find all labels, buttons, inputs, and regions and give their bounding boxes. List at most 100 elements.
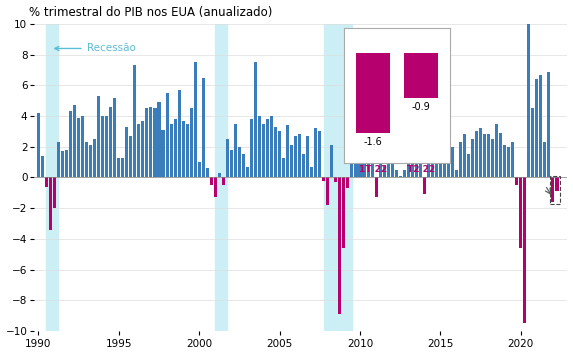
Bar (455, 170, 458, 178)
Bar (101, 116, 104, 178)
Bar (306, 136, 309, 178)
Bar (527, 0, 531, 178)
Bar (427, 107, 430, 178)
Bar (555, 178, 559, 191)
Bar (158, 102, 160, 178)
Bar (324, 24, 352, 331)
Bar (266, 119, 269, 178)
Bar (331, 145, 333, 178)
Bar (242, 154, 245, 178)
Bar (57, 142, 60, 178)
Bar (547, 71, 551, 178)
Bar (113, 98, 116, 178)
Bar (254, 62, 257, 178)
Bar (391, 142, 394, 178)
Bar (356, 53, 390, 133)
Bar (419, 142, 422, 178)
Bar (551, 178, 555, 202)
Bar (471, 139, 474, 178)
Bar (507, 147, 511, 178)
Bar (347, 178, 350, 188)
Bar (170, 124, 172, 178)
Bar (326, 178, 329, 205)
Bar (150, 107, 152, 178)
Bar (182, 121, 185, 178)
Bar (404, 53, 438, 98)
Bar (439, 131, 442, 178)
Bar (37, 113, 40, 178)
Bar (218, 173, 221, 178)
Bar (45, 178, 48, 187)
Bar (262, 124, 265, 178)
Bar (343, 178, 346, 248)
Bar (194, 62, 197, 178)
Bar (483, 135, 486, 178)
Bar (531, 108, 535, 178)
Bar (447, 142, 450, 178)
Bar (129, 136, 132, 178)
Bar (65, 150, 68, 178)
Bar (46, 24, 58, 331)
Bar (351, 151, 354, 178)
Bar (41, 156, 44, 178)
Text: -1.6: -1.6 (363, 137, 382, 147)
Bar (491, 139, 494, 178)
Bar (290, 145, 293, 178)
Bar (61, 151, 64, 178)
Bar (109, 107, 112, 178)
Bar (411, 108, 414, 178)
Bar (383, 165, 386, 178)
Bar (81, 116, 84, 178)
Bar (379, 129, 382, 178)
Bar (286, 125, 289, 178)
Bar (363, 119, 366, 178)
Bar (543, 142, 547, 178)
Bar (399, 176, 402, 178)
Bar (479, 129, 482, 178)
Bar (206, 168, 209, 178)
Bar (73, 105, 76, 178)
Bar (314, 129, 317, 178)
Bar (499, 133, 503, 178)
Bar (85, 142, 88, 178)
Bar (258, 116, 261, 178)
Bar (69, 111, 72, 178)
Bar (226, 139, 229, 178)
Bar (162, 130, 164, 178)
Bar (210, 178, 213, 185)
Bar (298, 135, 301, 178)
Bar (335, 178, 337, 182)
Bar (423, 178, 426, 195)
Bar (407, 124, 410, 178)
Bar (230, 150, 233, 178)
Bar (134, 65, 136, 178)
Bar (359, 139, 362, 178)
Bar (495, 124, 498, 178)
Bar (93, 139, 96, 178)
Bar (146, 108, 148, 178)
Bar (487, 135, 490, 178)
Bar (125, 127, 128, 178)
Bar (117, 158, 120, 178)
Bar (49, 178, 52, 230)
Bar (166, 93, 168, 178)
Bar (53, 178, 56, 208)
Bar (178, 90, 180, 178)
Bar (459, 142, 462, 178)
Bar (519, 178, 523, 248)
Bar (138, 124, 140, 178)
Bar (278, 131, 281, 178)
Text: -0.9: -0.9 (411, 102, 430, 112)
Bar (539, 75, 543, 178)
Bar (435, 102, 438, 178)
Bar (121, 158, 124, 178)
Bar (515, 178, 519, 185)
Bar (355, 119, 358, 178)
Bar (97, 96, 100, 178)
Bar (142, 121, 144, 178)
Bar (318, 131, 321, 178)
Bar (202, 78, 205, 178)
Bar (475, 131, 478, 178)
Bar (375, 178, 378, 197)
Bar (234, 124, 237, 178)
